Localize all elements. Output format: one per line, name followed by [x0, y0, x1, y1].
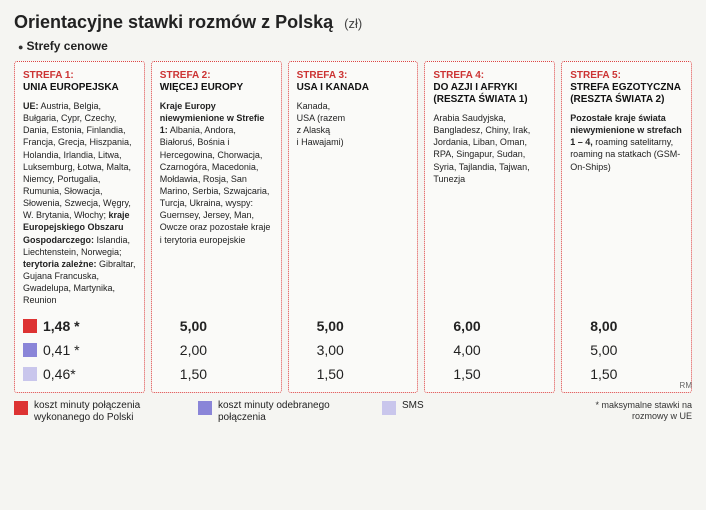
page-title: Orientacyjne stawki rozmów z Polską (zł) [14, 12, 692, 33]
price-row: 3,00 [297, 338, 410, 362]
zone-head: STREFA 2: [160, 70, 273, 82]
zone-head: STREFA 3: [297, 70, 410, 82]
price-value: 1,50 [590, 366, 617, 382]
title-text: Orientacyjne stawki rozmów z Polską [14, 12, 333, 32]
price-row: 0,46* [23, 362, 136, 386]
price-row: 5,00 [160, 314, 273, 338]
purple-square-icon [198, 401, 212, 415]
legend-item: koszt minuty odebranego połączenia [198, 400, 358, 424]
price-value: 8,00 [590, 318, 617, 334]
price-row: 5,00 [570, 338, 683, 362]
zone-body: Kanada,USA (razemz Alaskąi Hawajami) [297, 100, 410, 306]
footnote: * maksymalne stawki na rozmowy w UE [572, 400, 692, 422]
zone-prices: 8,00 5,00 1,50 [570, 314, 683, 386]
price-value: 1,50 [317, 366, 344, 382]
price-row: 1,50 [297, 362, 410, 386]
price-row: 8,00 [570, 314, 683, 338]
zone-subtitle: UNIA EUROPEJSKA [23, 82, 136, 94]
title-unit: (zł) [344, 16, 362, 31]
legend: koszt minuty połączenia wykonanego do Po… [14, 400, 692, 424]
zone-prices: 5,00 2,00 1,50 [160, 314, 273, 386]
purple-square-icon [23, 343, 37, 357]
price-row: 1,50 [570, 362, 683, 386]
zone-1: STREFA 1:UNIA EUROPEJSKA UE: Austria, Bel… [14, 61, 145, 393]
zone-2: STREFA 2:WIĘCEJ EUROPY Kraje Europy niewy… [151, 61, 282, 393]
zone-4: STREFA 4:DO AZJI I AFRYKI (RESZTA ŚWIATA… [424, 61, 555, 393]
price-row: 1,50 [433, 362, 546, 386]
zone-body: UE: Austria, Belgia, Bułgaria, Cypr, Cze… [23, 100, 136, 306]
zone-prices: 6,00 4,00 1,50 [433, 314, 546, 386]
red-square-icon [23, 319, 37, 333]
zone-subtitle: WIĘCEJ EUROPY [160, 82, 273, 94]
price-value: 5,00 [317, 318, 344, 334]
zone-body: Pozostałe kraje świata niewymienione w s… [570, 112, 683, 306]
legend-item: koszt minuty połączenia wykonanego do Po… [14, 400, 174, 424]
zone-prices: 5,00 3,00 1,50 [297, 314, 410, 386]
price-value: 2,00 [180, 342, 207, 358]
zone-body: Kraje Europy niewymienione w Strefie 1: … [160, 100, 273, 306]
price-value: 0,41 * [43, 342, 80, 358]
price-value: 0,46* [43, 366, 76, 382]
price-row: 4,00 [433, 338, 546, 362]
legend-item: SMS [382, 400, 424, 415]
zone-head: STREFA 5: [570, 70, 683, 82]
zone-body: Arabia Saudyjska, Bangladesz, Chiny, Ira… [433, 112, 546, 306]
price-row: 5,00 [297, 314, 410, 338]
price-row: 0,41 * [23, 338, 136, 362]
legend-text: koszt minuty odebranego połączenia [218, 400, 358, 424]
zone-subtitle: STREFA EGZOTYCZNA (RESZTA ŚWIATA 2) [570, 82, 683, 106]
price-value: 6,00 [453, 318, 480, 334]
legend-text: SMS [402, 400, 424, 412]
zone-head: STREFA 1: [23, 70, 136, 82]
price-row: 6,00 [433, 314, 546, 338]
price-value: 1,50 [453, 366, 480, 382]
price-value: 4,00 [453, 342, 480, 358]
zone-head: STREFA 4: [433, 70, 546, 82]
price-value: 5,00 [590, 342, 617, 358]
price-value: 5,00 [180, 318, 207, 334]
price-value: 1,48 * [43, 318, 80, 334]
light-square-icon [23, 367, 37, 381]
zone-prices: 1,48 * 0,41 * 0,46* [23, 314, 136, 386]
light-square-icon [382, 401, 396, 415]
price-row: 1,50 [160, 362, 273, 386]
zone-subtitle: DO AZJI I AFRYKI (RESZTA ŚWIATA 1) [433, 82, 546, 106]
legend-text: koszt minuty połączenia wykonanego do Po… [34, 400, 174, 424]
price-row: 2,00 [160, 338, 273, 362]
zone-3: STREFA 3:USA I KANADA Kanada,USA (razemz … [288, 61, 419, 393]
zones-container: STREFA 1:UNIA EUROPEJSKA UE: Austria, Bel… [14, 61, 692, 393]
red-square-icon [14, 401, 28, 415]
zone-subtitle: USA I KANADA [297, 82, 410, 94]
price-value: 3,00 [317, 342, 344, 358]
zone-5: STREFA 5:STREFA EGZOTYCZNA (RESZTA ŚWIAT… [561, 61, 692, 393]
price-row: 1,48 * [23, 314, 136, 338]
price-value: 1,50 [180, 366, 207, 382]
subtitle: Strefy cenowe [18, 39, 692, 53]
